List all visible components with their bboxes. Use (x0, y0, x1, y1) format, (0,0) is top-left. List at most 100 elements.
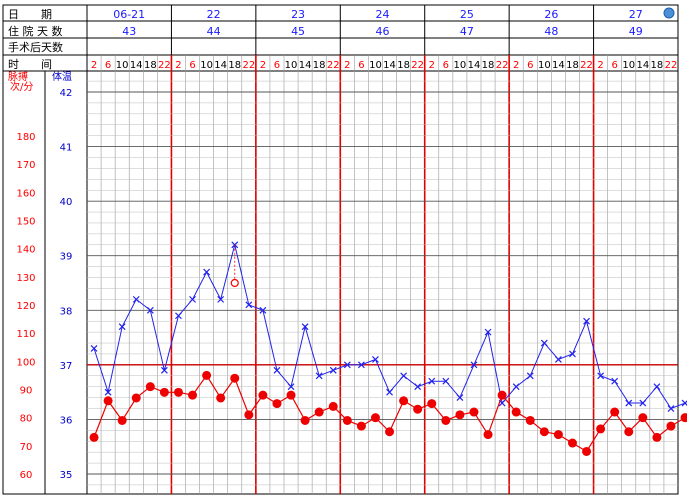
hour-label: 6 (611, 60, 617, 71)
temperature-point-stroke (160, 366, 168, 374)
pulse-point (539, 427, 549, 437)
temperature-point-stroke (512, 383, 520, 391)
temperature-point (118, 323, 126, 331)
temperature-point-stroke (372, 355, 379, 363)
pulse-tick-label: 110 (16, 329, 35, 340)
date-label: 24 (376, 8, 390, 21)
pulse-point (553, 430, 563, 440)
hour-label: 2 (429, 60, 435, 71)
pulse-point (483, 430, 493, 440)
temperature-point (583, 317, 590, 325)
pulse-point (328, 401, 338, 411)
date-label: 25 (460, 8, 474, 21)
temperature-point (329, 366, 337, 374)
temperature-point-stroke (343, 361, 351, 369)
pulse-point (258, 390, 268, 400)
pulse-point (173, 387, 183, 397)
pulse-tick-label: 100 (16, 357, 35, 368)
hour-label: 22 (158, 60, 171, 71)
info-circle-icon (663, 7, 675, 19)
pulse-point (244, 410, 254, 420)
date-label: 26 (544, 8, 558, 21)
temperature-point-stroke (329, 366, 337, 374)
hour-label: 18 (566, 60, 579, 71)
temperature-point-stroke (498, 399, 506, 407)
temperature-point (203, 268, 211, 276)
date-label: 23 (291, 8, 305, 21)
hour-label: 2 (344, 60, 350, 71)
pulse-point (370, 413, 380, 423)
pulse-point (441, 415, 451, 425)
hour-label: 6 (443, 60, 449, 71)
temperature-point-stroke (245, 301, 253, 309)
pulse-point (596, 424, 606, 434)
temperature-point (470, 361, 478, 369)
temperature-point (386, 388, 393, 396)
stay-days-label: 49 (629, 25, 643, 38)
pulse-point (230, 373, 240, 383)
temperature-point (301, 323, 309, 331)
temperature-point-stroke (667, 405, 675, 412)
stay-days-label: 43 (122, 25, 136, 38)
temperature-point (259, 306, 267, 314)
temp-axis-title: 体温 (52, 71, 72, 83)
temperature-point (512, 383, 520, 391)
hour-label: 2 (597, 60, 603, 71)
temperature-point (273, 366, 281, 374)
temperature-point-stroke (217, 295, 225, 303)
temperature-point-stroke (456, 394, 464, 402)
temperature-point (526, 372, 534, 380)
temperature-point-stroke (639, 399, 647, 407)
hour-label: 22 (496, 60, 509, 71)
hour-label: 2 (260, 60, 266, 71)
temperature-point-stroke (569, 350, 576, 358)
temperature-point-stroke (315, 372, 323, 380)
hour-label: 18 (482, 60, 495, 71)
temperature-point (597, 372, 605, 380)
pulse-tick-label: 70 (20, 442, 33, 453)
pulse-point (286, 390, 296, 400)
pulse-tick-label: 180 (16, 132, 35, 143)
temperature-point-stroke (442, 377, 450, 385)
pulse-tick-label: 90 (20, 386, 33, 397)
temperature-point-stroke (653, 383, 661, 391)
pulse-tick-label: 160 (16, 188, 35, 199)
hour-label: 14 (383, 60, 396, 71)
temp-tick-label: 35 (60, 470, 73, 481)
hour-label: 22 (327, 60, 340, 71)
temperature-point (343, 361, 351, 369)
temp-tick-label: 41 (60, 143, 73, 154)
temperature-point-stroke (400, 372, 408, 380)
pulse-point (216, 393, 226, 403)
temp-tick-label: 36 (60, 415, 73, 426)
temperature-point-stroke (90, 345, 98, 352)
pulse-tick-label: 120 (16, 301, 35, 312)
pulse-point (680, 413, 687, 423)
temp-tick-label: 38 (60, 306, 73, 317)
temperature-point (104, 388, 112, 396)
stay-days-label: 44 (207, 25, 221, 38)
pulse-point (202, 370, 212, 380)
hour-label: 6 (527, 60, 533, 71)
pulse-point (666, 421, 676, 431)
temperature-point-stroke (189, 295, 196, 303)
temperature-point-stroke (681, 400, 687, 407)
hour-label: 2 (513, 60, 519, 71)
temperature-point (189, 295, 196, 303)
hour-label: 10 (454, 60, 467, 71)
pulse-point (582, 446, 592, 456)
row-label-stay-days: 住 院 天 数 (8, 24, 63, 38)
temperature-point-stroke (554, 355, 562, 363)
temperature-point-stroke (132, 295, 140, 303)
row-label-postop-days: 手术后天数 (8, 40, 63, 54)
pulse-point (131, 393, 141, 403)
temp-tick-label: 42 (60, 88, 73, 99)
temperature-point-stroke (118, 323, 126, 331)
hour-label: 10 (369, 60, 382, 71)
hour-label: 10 (622, 60, 635, 71)
pulse-point (511, 407, 521, 417)
hour-label: 6 (358, 60, 364, 71)
hour-label: 22 (242, 60, 255, 71)
pulse-point (427, 399, 437, 409)
pulse-axis-title: 脉搏 (8, 70, 28, 83)
